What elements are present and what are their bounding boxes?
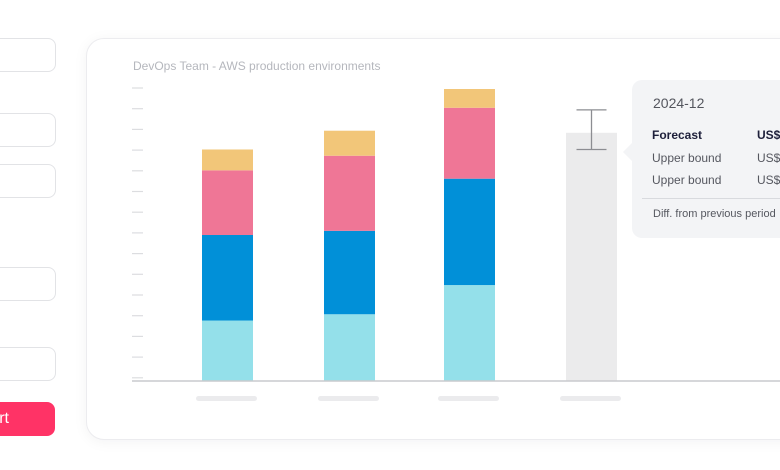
x-axis-label-placeholders bbox=[196, 396, 621, 401]
form-field-3[interactable] bbox=[0, 164, 56, 198]
x-tick-label-placeholder bbox=[196, 396, 257, 401]
form-field-5[interactable] bbox=[0, 347, 56, 381]
bar-segment[interactable] bbox=[324, 230, 375, 315]
chart-title: DevOps Team - AWS production environment… bbox=[133, 59, 381, 73]
start-button[interactable]: rt bbox=[0, 402, 55, 436]
tooltip-period: 2024-12 bbox=[653, 95, 705, 111]
x-tick-label-placeholder bbox=[438, 396, 499, 401]
bar-segment[interactable] bbox=[202, 235, 253, 321]
x-tick-label-placeholder bbox=[318, 396, 379, 401]
tooltip-row-value-upper-bound-2: US$ bbox=[757, 173, 780, 187]
tooltip-divider bbox=[642, 198, 780, 199]
bar-segment[interactable] bbox=[444, 89, 495, 108]
x-tick-label-placeholder bbox=[560, 396, 621, 401]
bar-segment[interactable] bbox=[444, 107, 495, 179]
form-field-1[interactable] bbox=[0, 38, 56, 72]
bar-segment[interactable] bbox=[324, 314, 375, 381]
bar-segment[interactable] bbox=[202, 170, 253, 235]
forecast-tooltip: 2024-12 Forecast US$ Upper bound US$ Upp… bbox=[623, 80, 780, 238]
tooltip-row-value-upper-bound: US$ bbox=[757, 151, 780, 165]
bar-segment[interactable] bbox=[324, 155, 375, 231]
tooltip-diff-label: Diff. from previous period bbox=[653, 208, 776, 220]
tooltip-row-value-forecast: US$ bbox=[757, 128, 780, 142]
form-field-2[interactable] bbox=[0, 113, 56, 147]
forecast-bar[interactable] bbox=[566, 132, 617, 381]
tooltip-row-label-upper-bound: Upper bound bbox=[652, 151, 722, 165]
bar-segment[interactable] bbox=[324, 130, 375, 156]
tooltip-row-label-upper-bound-2: Upper bound bbox=[652, 173, 722, 187]
bars bbox=[202, 89, 617, 381]
tooltip-row-label-forecast: Forecast bbox=[652, 128, 703, 142]
bar-segment[interactable] bbox=[202, 320, 253, 381]
bar-segment[interactable] bbox=[444, 285, 495, 381]
form-field-4[interactable] bbox=[0, 267, 56, 301]
y-axis-ticks bbox=[132, 87, 143, 379]
bar-segment[interactable] bbox=[444, 178, 495, 286]
bar-segment[interactable] bbox=[202, 149, 253, 171]
